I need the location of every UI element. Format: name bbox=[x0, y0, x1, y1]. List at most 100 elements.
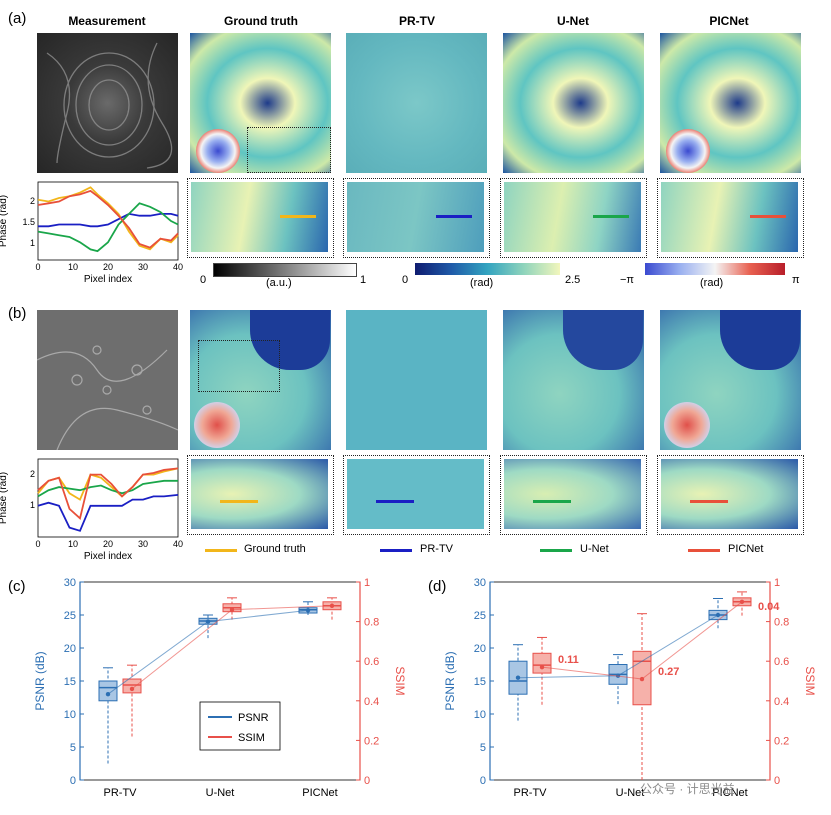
xtick-d-0: PR-TV bbox=[514, 787, 548, 799]
profile-line-unet-a bbox=[593, 215, 629, 218]
boxplot-c: 0 5 10 15 20 25 30 0 0.2 0.4 0.6 0.8 1 PSNR (dB) SSIM P… bbox=[33, 577, 407, 799]
legend-swatch-picnet bbox=[688, 549, 720, 552]
panel-label-b: (b) bbox=[8, 305, 27, 322]
legend-box-c bbox=[199, 701, 281, 751]
left-tick-label-c-0: 0 bbox=[70, 775, 76, 787]
line-b-unet bbox=[37, 479, 178, 498]
right-tick-label-d-2: 0.4 bbox=[774, 696, 789, 708]
pupil-inset-picnet-b bbox=[664, 402, 710, 448]
roi-box-a bbox=[247, 127, 331, 173]
ytick-a-15: 1.5 bbox=[22, 217, 35, 227]
measurement-image-a bbox=[37, 33, 178, 173]
xtick-a-20: 20 bbox=[103, 262, 113, 272]
right-tick-label-d-1: 0.2 bbox=[774, 735, 789, 747]
unet-image-a bbox=[503, 33, 644, 173]
xtick-b-20: 20 bbox=[103, 539, 113, 549]
xtick-a-0: 0 bbox=[35, 262, 40, 272]
pupil-inset-picnet bbox=[666, 129, 710, 173]
legend-picnet: PICNet bbox=[728, 543, 764, 555]
legend-swatch-prtv bbox=[380, 549, 412, 552]
xtick-b-10: 10 bbox=[68, 539, 78, 549]
colorbar-gray-unit: (a.u.) bbox=[266, 277, 292, 289]
xtick-b-40: 40 bbox=[173, 539, 183, 549]
left-tick-label-c-5: 25 bbox=[64, 610, 76, 622]
zoom-frame-prtv-b bbox=[343, 455, 490, 535]
right-tick-label-d-0: 0 bbox=[774, 775, 780, 787]
lineplot-b-xlabel: Pixel index bbox=[84, 551, 132, 562]
legend-unet: U-Net bbox=[580, 543, 609, 555]
legend-ssim: SSIM bbox=[238, 732, 265, 744]
colorbar-phase-max: 2.5 bbox=[565, 274, 581, 286]
colorbar-phase bbox=[415, 263, 560, 275]
ssim-mean-line-d bbox=[541, 601, 743, 680]
ylabel-right-c: SSIM bbox=[393, 666, 407, 695]
colorbar-pupil-max: π bbox=[792, 274, 800, 286]
left-tick-label-c-2: 10 bbox=[64, 709, 76, 721]
legend-prtv: PR-TV bbox=[420, 543, 453, 555]
zoom-frame-picnet-b bbox=[657, 455, 804, 535]
unet-image-b bbox=[503, 310, 644, 450]
annotation-d-0: 0.11 bbox=[558, 654, 579, 666]
profile-line-ground-truth-b bbox=[220, 500, 258, 503]
ssim-box-d-0 bbox=[532, 652, 552, 674]
xtick-a-30: 30 bbox=[138, 262, 148, 272]
watermark: 公众号 · 计思光益 bbox=[640, 782, 735, 796]
line-b-prtv bbox=[37, 494, 179, 532]
colorbar-gray-min: 0 bbox=[200, 274, 207, 286]
colorbar-phase-unit: (rad) bbox=[470, 277, 494, 289]
annotation-d-2: 0.04 bbox=[758, 601, 780, 613]
profile-line-picnet-a bbox=[750, 215, 786, 218]
left-tick-label-d-5: 25 bbox=[474, 610, 486, 622]
measurement-image-b bbox=[37, 310, 178, 450]
right-tick-label-c-3: 0.6 bbox=[364, 656, 379, 668]
right-tick-label-d-5: 1 bbox=[774, 577, 780, 589]
xtick-a-10: 10 bbox=[68, 262, 78, 272]
line-b-picnet bbox=[37, 467, 179, 520]
right-tick-label-c-1: 0.2 bbox=[364, 735, 379, 747]
zoom-frame-ground-truth-b bbox=[187, 455, 334, 535]
lineplot-a-xlabel: Pixel index bbox=[84, 274, 132, 285]
ytick-b-1: 1 bbox=[30, 500, 35, 510]
left-tick-label-d-3: 15 bbox=[474, 676, 486, 688]
lineplot-a-ylabel: Phase (rad) bbox=[0, 195, 9, 247]
col-title-measurement: Measurement bbox=[68, 14, 146, 28]
line-a-unet bbox=[37, 202, 179, 253]
zoom-frame-unet-b bbox=[500, 455, 647, 535]
ytick-b-2: 2 bbox=[30, 469, 35, 479]
left-tick-label-d-1: 5 bbox=[480, 742, 486, 754]
left-tick-label-c-6: 30 bbox=[64, 577, 76, 589]
left-tick-label-d-6: 30 bbox=[474, 577, 486, 589]
panel-label-a: (a) bbox=[8, 10, 27, 27]
xtick-c-1: U-Net bbox=[206, 787, 235, 799]
legend-swatch-unet bbox=[540, 549, 572, 552]
profile-line-prtv-b bbox=[376, 500, 414, 503]
col-title-ground-truth: Ground truth bbox=[224, 14, 298, 28]
legend-psnr: PSNR bbox=[238, 712, 269, 724]
colorbar-pupil-unit: (rad) bbox=[700, 277, 724, 289]
profile-line-picnet-b bbox=[690, 500, 728, 503]
profile-line-ground-truth-a bbox=[280, 215, 316, 218]
left-tick-label-c-4: 20 bbox=[64, 643, 76, 655]
xtick-b-30: 30 bbox=[138, 539, 148, 549]
col-title-unet: U-Net bbox=[557, 14, 589, 28]
xtick-d-1: U-Net bbox=[616, 787, 645, 799]
legend-ground-truth: Ground truth bbox=[244, 543, 306, 555]
axes-frame-d bbox=[489, 581, 771, 781]
xtick-a-40: 40 bbox=[173, 262, 183, 272]
panel-label-c: (c) bbox=[8, 578, 26, 595]
colorbar-phase-min: 0 bbox=[402, 274, 409, 286]
right-tick-label-d-4: 0.8 bbox=[774, 617, 789, 629]
prtv-image-b bbox=[346, 310, 487, 450]
ylabel-right-d: SSIM bbox=[803, 666, 817, 695]
xtick-b-0: 0 bbox=[35, 539, 40, 549]
ground-truth-image-b bbox=[190, 310, 331, 450]
psnr-mean-line-c bbox=[107, 609, 309, 695]
zoom-frame-ground-truth-a bbox=[187, 178, 334, 258]
line-a-ground-truth bbox=[37, 186, 179, 251]
ytick-a-2: 2 bbox=[30, 196, 35, 206]
roi-box-b bbox=[198, 340, 280, 392]
right-tick-label-d-3: 0.6 bbox=[774, 656, 789, 668]
colorbar-gray-max: 1 bbox=[360, 274, 367, 286]
right-tick-label-c-5: 1 bbox=[364, 577, 370, 589]
ytick-a-1: 1 bbox=[30, 238, 35, 248]
